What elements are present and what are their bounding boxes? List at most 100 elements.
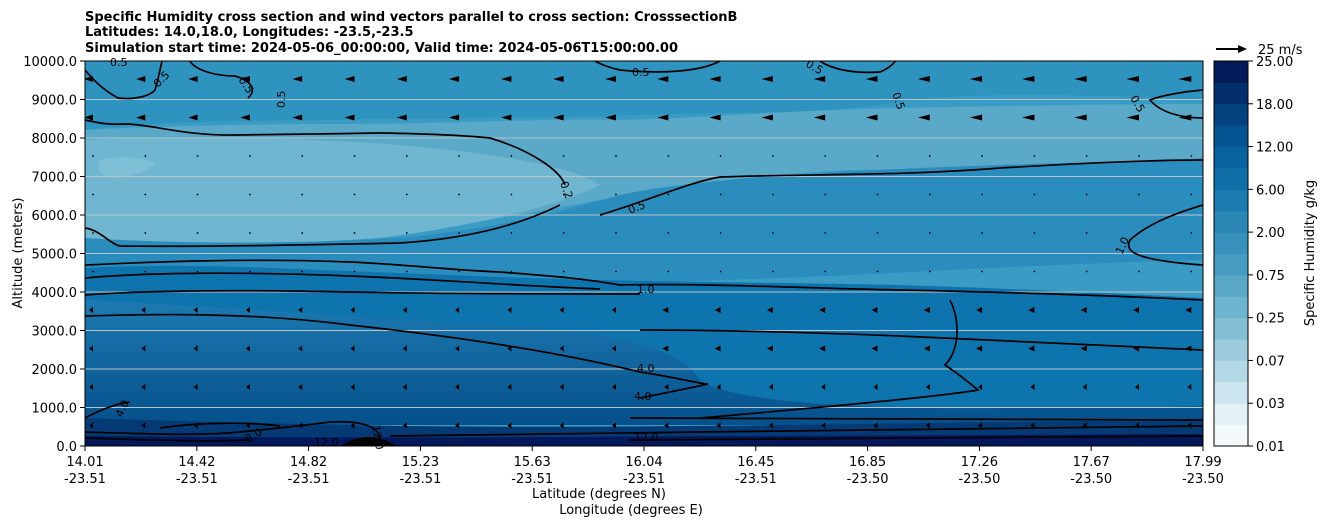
wind-vectors <box>85 76 1193 429</box>
contour-3 <box>85 289 641 296</box>
x-tick-label-lat: 16.45 <box>737 455 774 470</box>
wind-vector <box>402 422 407 429</box>
wind-vector <box>344 76 355 82</box>
wind-vector <box>298 384 303 390</box>
wind-vector <box>657 76 669 82</box>
wind-vector <box>144 193 147 196</box>
wind-vector <box>928 232 931 234</box>
wind-vector <box>772 193 774 196</box>
wind-vector <box>1135 422 1139 429</box>
wind-vector <box>455 422 460 429</box>
wind-vector <box>813 76 826 82</box>
wind-vector <box>766 345 773 352</box>
wind-vector <box>1085 155 1088 157</box>
wind-vector <box>89 384 93 390</box>
x-tick-label-lon: -23.51 <box>176 472 218 487</box>
contour-label: 0.5 <box>110 56 128 69</box>
wind-vector <box>978 422 983 429</box>
contour-label: 12.0 <box>369 424 386 450</box>
wind-vector <box>301 155 304 157</box>
wind-vector <box>141 307 146 313</box>
wind-vector <box>193 384 198 390</box>
contour-12-b <box>629 417 1203 441</box>
colorbar-segment <box>1214 360 1248 383</box>
wind-vector <box>144 270 147 273</box>
wind-vector <box>981 193 983 196</box>
wind-vector <box>1085 232 1088 234</box>
wind-vector <box>350 307 355 313</box>
wind-vector <box>821 422 826 429</box>
wind-vector <box>976 307 983 313</box>
wind-vector <box>970 114 983 121</box>
quiver-key-label: 25 m/s <box>1258 43 1303 58</box>
wind-vector <box>719 193 722 196</box>
wind-vector <box>1138 193 1140 196</box>
contour-label: 0.5 <box>632 66 650 79</box>
wind-vector <box>612 384 616 390</box>
wind-vector <box>925 384 930 390</box>
x-axis-label-lat: Latitude (degrees N) <box>532 487 666 502</box>
chart-title: Specific Humidity cross section and wind… <box>85 10 737 56</box>
y-tick-label: 1000.0 <box>32 402 78 417</box>
wind-vector <box>448 76 460 82</box>
wind-vector <box>396 76 407 82</box>
y-gridlines <box>85 99 1203 408</box>
wind-vector <box>819 307 826 313</box>
contour-label: 12.0 <box>314 436 339 449</box>
wind-vector <box>92 155 94 157</box>
wind-vector <box>455 345 460 352</box>
colorbar-segment <box>1214 61 1248 83</box>
contour-label: 0.2 <box>557 180 575 201</box>
wind-vector <box>766 307 773 313</box>
quiver-key-arrowhead <box>1238 45 1247 53</box>
contour-12 <box>85 425 1203 442</box>
x-tick-label-lat: 14.42 <box>178 455 215 470</box>
x-axis-ticks: 14.01 -23.51 14.42 -23.51 14.82 -23.51 15.23 -2… <box>64 446 1224 487</box>
contour-05-top-right <box>594 61 721 73</box>
wind-vector <box>664 384 669 390</box>
wind-vector <box>664 422 669 429</box>
wind-vector <box>562 270 565 273</box>
y-tick-label: 8000.0 <box>32 132 78 147</box>
contour-label: 0.5 <box>275 91 288 109</box>
wind-vector <box>709 76 721 82</box>
wind-vector <box>245 384 250 390</box>
x-tick-label-lat: 15.63 <box>514 455 551 470</box>
wind-vector <box>1085 193 1088 196</box>
colorbar-tick-label: 0.03 <box>1256 397 1285 412</box>
wind-vector <box>876 232 879 234</box>
wind-vector <box>716 384 721 390</box>
contour-label: 0.5 <box>889 91 907 112</box>
wind-vector <box>353 155 356 157</box>
wind-vector <box>405 270 408 273</box>
colorbar-segment <box>1214 339 1248 361</box>
contour-05-top-left <box>85 61 163 100</box>
wind-vector <box>873 422 878 429</box>
wind-vector <box>1082 422 1087 429</box>
wind-vector <box>761 76 773 82</box>
wind-vector <box>1082 384 1087 390</box>
colorbar-tick-label: 25.00 <box>1256 55 1293 70</box>
wind-vector <box>562 232 565 234</box>
contour-label: 4.0 <box>637 362 655 375</box>
x-tick-label-lon: -23.51 <box>64 472 106 487</box>
wind-vector <box>562 155 565 157</box>
wind-vector <box>923 307 930 313</box>
y-tick-label: 0.0 <box>56 440 77 455</box>
wind-vector <box>507 345 512 352</box>
x-tick-label-lat: 14.82 <box>290 455 327 470</box>
wind-vector <box>928 193 931 196</box>
wind-vector <box>667 155 670 157</box>
wind-vector <box>1187 384 1192 390</box>
wind-vector <box>917 76 930 82</box>
title-line-1: Specific Humidity cross section and wind… <box>85 10 737 25</box>
wind-vector <box>92 270 94 273</box>
wind-vector <box>1133 345 1139 352</box>
wind-vector <box>350 345 355 352</box>
wind-vector <box>500 76 512 82</box>
wind-vector <box>245 345 250 352</box>
wind-vector <box>605 114 616 121</box>
y-tick-label: 5000.0 <box>32 248 78 263</box>
wind-vector <box>978 384 983 390</box>
